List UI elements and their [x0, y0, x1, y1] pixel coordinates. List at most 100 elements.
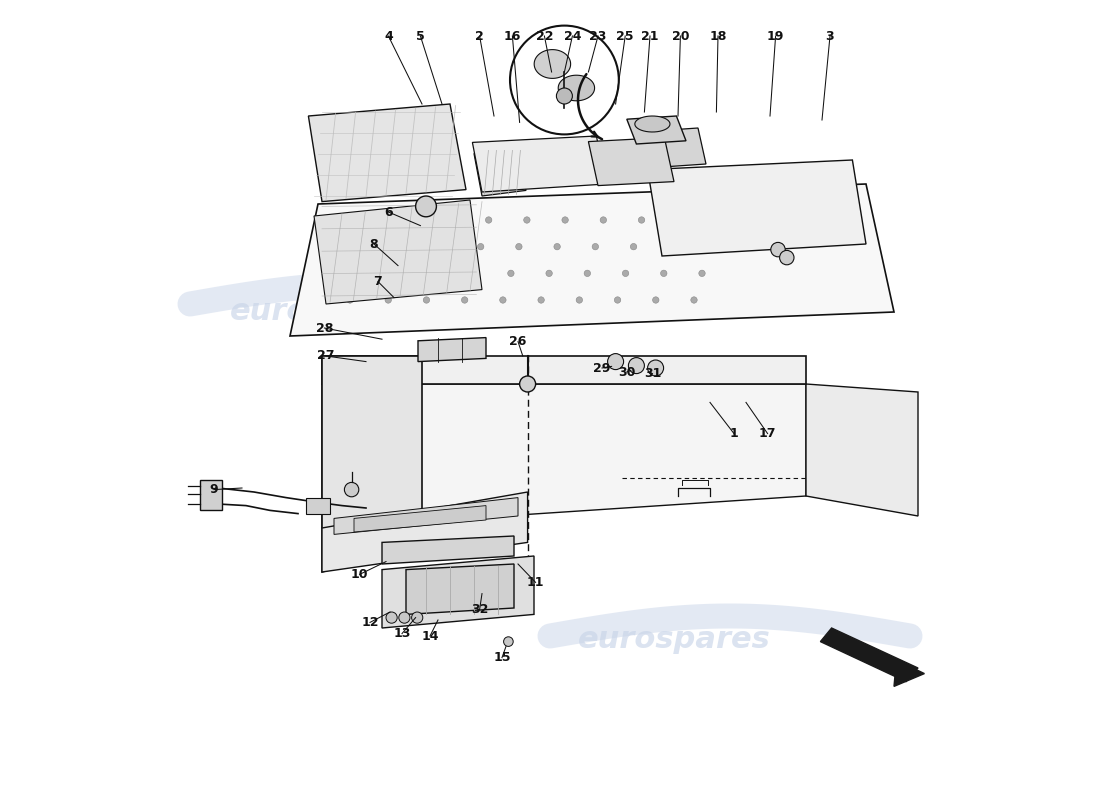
Text: eurospares: eurospares [230, 298, 422, 326]
Text: 26: 26 [509, 335, 527, 348]
Polygon shape [894, 660, 924, 686]
Text: 23: 23 [590, 30, 607, 42]
Circle shape [516, 243, 522, 250]
Polygon shape [474, 148, 526, 196]
Text: 28: 28 [316, 322, 333, 334]
Circle shape [630, 243, 637, 250]
Circle shape [676, 217, 683, 223]
Polygon shape [314, 200, 482, 304]
Text: 21: 21 [641, 30, 659, 42]
Circle shape [424, 297, 430, 303]
Text: 27: 27 [317, 350, 334, 362]
Circle shape [477, 243, 484, 250]
Circle shape [538, 297, 544, 303]
Polygon shape [418, 338, 486, 362]
Text: 31: 31 [644, 367, 661, 380]
Circle shape [519, 376, 536, 392]
Circle shape [592, 243, 598, 250]
Circle shape [691, 297, 697, 303]
Text: 9: 9 [210, 483, 218, 496]
Text: 2: 2 [475, 30, 484, 42]
Circle shape [346, 297, 353, 303]
Polygon shape [588, 138, 674, 186]
Circle shape [439, 243, 446, 250]
Polygon shape [635, 116, 670, 132]
Circle shape [386, 612, 397, 623]
Circle shape [669, 243, 675, 250]
Circle shape [385, 297, 392, 303]
Text: 3: 3 [826, 30, 834, 42]
Circle shape [601, 217, 606, 223]
Circle shape [510, 26, 619, 134]
Text: 13: 13 [394, 627, 410, 640]
Circle shape [661, 270, 667, 277]
Circle shape [355, 270, 361, 277]
Polygon shape [648, 160, 866, 256]
Circle shape [771, 242, 785, 257]
Circle shape [431, 270, 438, 277]
Circle shape [399, 612, 410, 623]
Circle shape [485, 217, 492, 223]
Polygon shape [306, 498, 330, 514]
Text: 5: 5 [416, 30, 425, 42]
Circle shape [470, 270, 476, 277]
Circle shape [780, 250, 794, 265]
Circle shape [546, 270, 552, 277]
Text: 12: 12 [361, 616, 378, 629]
Polygon shape [472, 136, 606, 192]
Circle shape [698, 270, 705, 277]
Text: 4: 4 [384, 30, 393, 42]
Text: 10: 10 [351, 568, 369, 581]
Polygon shape [535, 50, 571, 78]
Text: 7: 7 [374, 275, 383, 288]
Circle shape [371, 217, 377, 223]
Text: 1: 1 [729, 427, 738, 440]
Polygon shape [406, 564, 514, 614]
Circle shape [652, 297, 659, 303]
Text: 20: 20 [672, 30, 689, 42]
Circle shape [576, 297, 583, 303]
Text: 29: 29 [593, 362, 611, 374]
Text: 19: 19 [767, 30, 784, 42]
Circle shape [462, 297, 468, 303]
Text: 15: 15 [493, 651, 510, 664]
Polygon shape [382, 556, 534, 628]
Text: 16: 16 [504, 30, 521, 42]
Circle shape [416, 196, 437, 217]
Polygon shape [821, 628, 918, 682]
Circle shape [448, 217, 453, 223]
Text: 22: 22 [536, 30, 553, 42]
Circle shape [409, 217, 416, 223]
Circle shape [623, 270, 629, 277]
Polygon shape [322, 492, 528, 572]
Circle shape [344, 482, 359, 497]
Circle shape [628, 358, 645, 374]
Polygon shape [308, 104, 466, 202]
Text: eurospares: eurospares [578, 626, 770, 654]
Polygon shape [382, 536, 514, 564]
Text: 6: 6 [384, 206, 393, 218]
Circle shape [607, 354, 624, 370]
Polygon shape [322, 384, 806, 528]
Text: 25: 25 [616, 30, 634, 42]
Polygon shape [354, 506, 486, 532]
Text: 18: 18 [710, 30, 727, 42]
Circle shape [557, 88, 572, 104]
Circle shape [411, 612, 422, 623]
Text: 17: 17 [759, 427, 777, 440]
Text: 11: 11 [527, 576, 544, 589]
Circle shape [648, 360, 663, 376]
Circle shape [707, 243, 713, 250]
Polygon shape [322, 356, 806, 384]
Polygon shape [322, 356, 422, 572]
Circle shape [562, 217, 569, 223]
Polygon shape [627, 116, 686, 144]
Circle shape [504, 637, 514, 646]
Circle shape [402, 243, 407, 250]
Circle shape [584, 270, 591, 277]
Text: 8: 8 [370, 238, 378, 250]
Polygon shape [334, 498, 518, 534]
Circle shape [638, 217, 645, 223]
Circle shape [499, 297, 506, 303]
Text: 14: 14 [421, 630, 439, 642]
